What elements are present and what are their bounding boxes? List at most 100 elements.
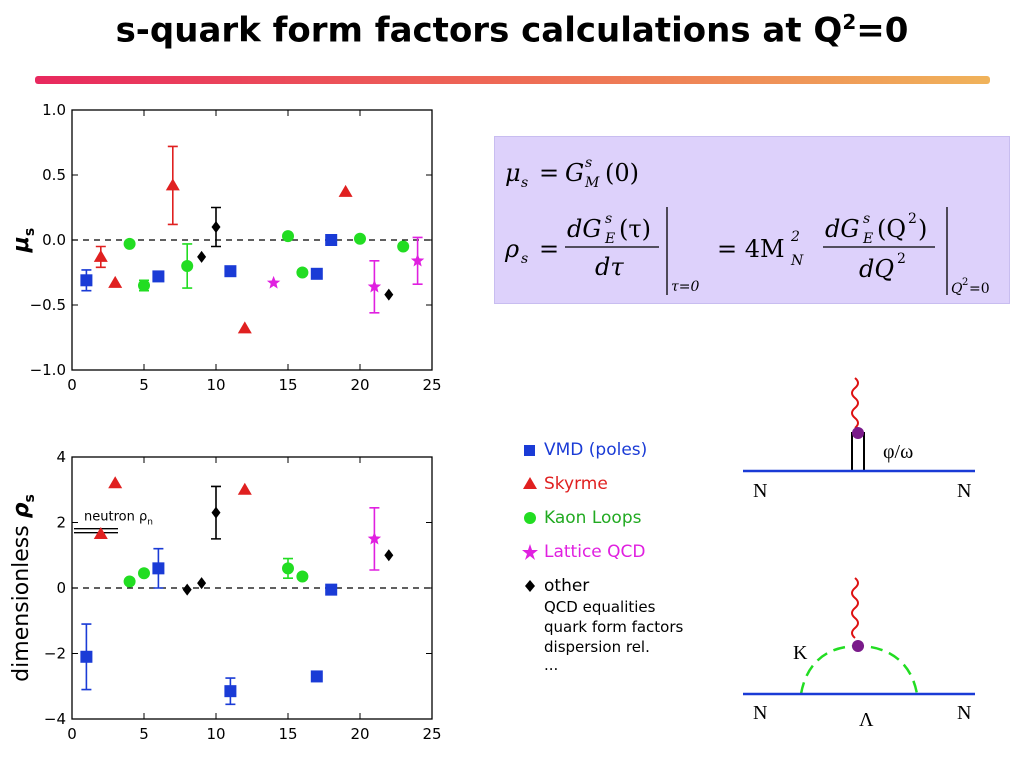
x-tick-label: 10: [206, 725, 225, 743]
chart-rho-s: 0 5 10 15 20 25 −4 −2 0 2 4 dimensionless ρs neutron…: [9, 448, 442, 743]
title-text: s-quark form factors calculations at Q: [115, 10, 843, 51]
legend-label-skyrme: Skyrme: [544, 474, 608, 494]
m-superscript: 2: [790, 229, 800, 245]
kaon-label: K: [793, 642, 808, 664]
y-axis-label: μs: [9, 228, 38, 254]
data-point: [165, 178, 180, 191]
meson-label: φ/ω: [883, 441, 913, 463]
g-m-argument: (0): [605, 159, 639, 187]
nucleon-out-label: N: [957, 480, 971, 502]
x-tick-label: 5: [139, 725, 149, 743]
fraction2-num-arg-sup: 2: [908, 211, 917, 227]
data-point: [181, 260, 194, 272]
legend-label-vmd: VMD (poles): [544, 440, 648, 460]
data-point: [108, 476, 123, 489]
fraction2-denominator: dQ: [859, 255, 894, 283]
y-tick-label: −2: [44, 645, 66, 663]
data-point: [397, 240, 410, 253]
data-point: [182, 583, 192, 596]
data-point: [138, 567, 150, 580]
series-kaon-loops: [123, 230, 410, 292]
eq-4m: = 4M: [717, 235, 785, 263]
x-tick-label: 20: [350, 376, 369, 394]
fraction1-denominator: dτ: [595, 253, 624, 281]
y-tick-label: 4: [56, 448, 66, 466]
data-point: [325, 234, 338, 246]
fraction1-numerator: dG: [567, 215, 602, 243]
fraction2-numerator: dG: [825, 215, 860, 243]
formula-svg: μ s = G s M (0) ρ s = dG s E (τ) dτ τ=0 …: [504, 155, 990, 297]
y-tick-label: 1.0: [42, 101, 66, 119]
fraction2-num-arg: (Q: [877, 215, 906, 243]
data-point: [197, 250, 207, 263]
data-point: [211, 221, 221, 233]
triangle-marker-icon: [523, 477, 537, 489]
other-detail-qcd-equalities: QCD equalities: [544, 598, 656, 616]
diamond-marker-icon: [525, 580, 535, 592]
formula-box: μ s = G s M (0) ρ s = dG s E (τ) dτ τ=0 …: [494, 136, 1010, 304]
x-tick-label: 25: [422, 725, 441, 743]
data-point: [224, 265, 237, 278]
series-lattice-qcd: [367, 506, 382, 571]
series-other: [197, 206, 394, 301]
y-axis-label: dimensionless ρs: [9, 494, 38, 682]
fraction2-den-sup: 2: [897, 251, 906, 267]
data-point: [338, 184, 353, 197]
eq-sign-2: =: [539, 235, 559, 263]
other-detail-dispersion: dispersion rel.: [544, 638, 650, 656]
rho-symbol: ρ: [504, 235, 519, 263]
x-tick-label: 0: [67, 725, 77, 743]
data-point: [282, 562, 294, 575]
other-detail-ellipsis: ...: [544, 656, 559, 674]
data-point: [108, 275, 123, 288]
data-point: [224, 685, 237, 698]
y-tick-label: 0.0: [42, 231, 66, 249]
data-point: [325, 583, 338, 596]
data-point: [138, 279, 150, 292]
y-tick-label: −1.0: [30, 361, 66, 379]
data-point: [296, 570, 309, 583]
slide-title: s-quark form factors calculations at Q2=…: [0, 10, 1024, 50]
y-axis-label-text: μs: [9, 228, 38, 254]
neutron-annotation: neutron ρn: [84, 510, 153, 528]
y-tick-label: 0.5: [42, 166, 66, 184]
series-lattice-qcd: [266, 236, 425, 314]
data-point: [123, 237, 136, 250]
vertex-dot: [852, 640, 864, 652]
legend-label-other: other: [544, 576, 590, 596]
mu-subscript: s: [521, 175, 528, 191]
other-detail-quark-form-factors: quark form factors: [544, 618, 684, 636]
g-m-superscript: s: [585, 155, 592, 171]
nucleon-in-label: N: [753, 480, 767, 502]
title-superscript: 2: [842, 10, 857, 34]
fraction2-num-arg-close: ): [918, 215, 927, 243]
data-point: [237, 482, 252, 495]
x-tick-label: 0: [67, 376, 77, 394]
circle-marker-icon: [524, 512, 536, 524]
fraction1-num-sub: E: [604, 231, 615, 247]
eval-condition-2: Q: [951, 281, 963, 297]
photon-line: [851, 377, 859, 429]
data-point: [410, 253, 425, 267]
legend-label-kaon-loops: Kaon Loops: [544, 508, 642, 528]
feynman-diagram-kaon-loop: K N N Λ: [743, 577, 975, 731]
eval-condition-2-sup: 2: [962, 277, 968, 288]
fraction2-num-sup: s: [863, 211, 870, 227]
y-axis-label-text: dimensionless ρs: [9, 494, 38, 682]
fraction1-num-arg: (τ): [619, 215, 651, 243]
data-point: [237, 321, 252, 334]
data-point: [310, 267, 323, 280]
legend-label-lattice-qcd: Lattice QCD: [544, 542, 646, 562]
photon-line: [851, 577, 859, 639]
series-skyrme: [93, 476, 252, 539]
data-point: [384, 549, 394, 562]
data-point: [197, 577, 207, 590]
x-tick-label: 15: [278, 376, 297, 394]
series-vmd-poles: [80, 234, 338, 292]
data-point: [93, 526, 108, 539]
y-tick-label: −0.5: [30, 296, 66, 314]
g-m-subscript: M: [584, 175, 600, 191]
data-point: [367, 279, 382, 293]
nucleon-out-label: N: [957, 702, 971, 724]
data-point: [266, 275, 281, 289]
